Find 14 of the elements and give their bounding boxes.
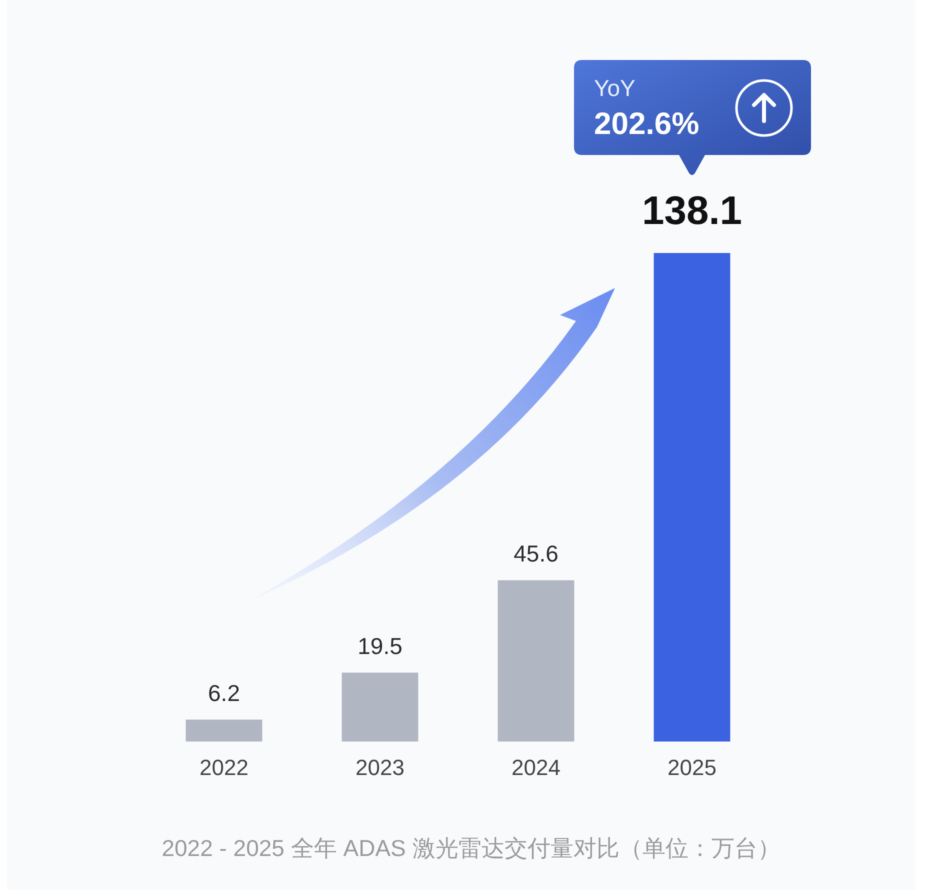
bar	[654, 253, 730, 742]
x-tick-label: 2025	[668, 754, 716, 780]
text: 2022 - 2025 全年 ADAS 激光雷达交付量对比（单位：万台）	[160, 834, 782, 863]
x-tick-label: 2024	[512, 754, 560, 780]
text: YoY 202.6%	[594, 74, 700, 142]
data-label: 45.6	[514, 540, 558, 567]
x-tick-label: 2022	[200, 754, 248, 780]
data-label: 6.2	[208, 680, 240, 706]
data-label: 19.5	[358, 632, 402, 659]
x-tick-label: 2023	[356, 754, 404, 780]
bar	[186, 720, 262, 742]
bar	[498, 580, 574, 742]
data-label: 138.1	[642, 189, 742, 234]
bar	[342, 672, 418, 742]
